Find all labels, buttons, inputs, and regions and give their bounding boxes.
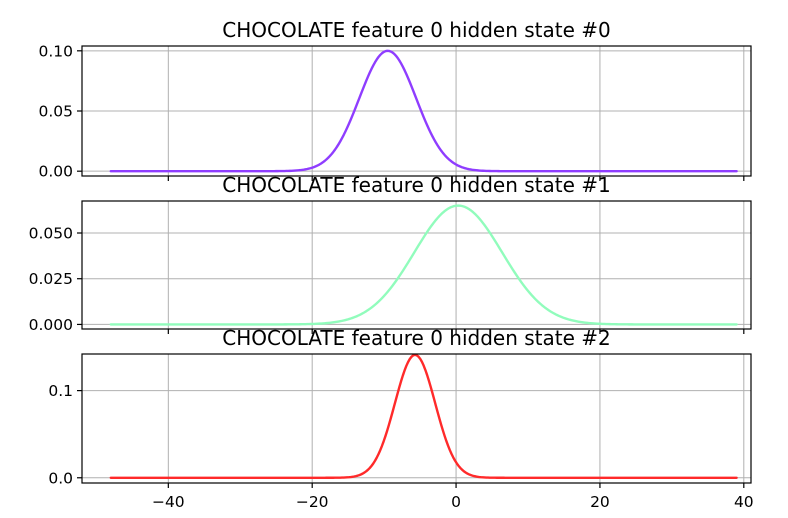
- y-tick-label: 0.10: [38, 42, 73, 60]
- y-tick-label: 0.05: [38, 103, 73, 121]
- y-tick-label: 0.00: [38, 163, 73, 181]
- subplot-1: 0.000 0.025 0.050 CHOCOLATE feature 0 hidde…: [29, 173, 752, 334]
- chart-title: CHOCOLATE feature 0 hidden state #2: [222, 326, 611, 350]
- subplot-0: 0.00 0.05 0.10 CHOCOLATE feature 0 hidden s…: [38, 18, 752, 181]
- series-line-0: [109, 204, 738, 326]
- y-tick-label: 0.025: [29, 270, 73, 288]
- y-tick-label: 0.050: [29, 225, 73, 243]
- x-tick-label: −40: [152, 493, 185, 511]
- y-tick-label: 0.0: [48, 469, 73, 487]
- axes-frame: [81, 353, 752, 484]
- y-tick-label: 0.1: [48, 382, 73, 400]
- axes-frame: [81, 200, 752, 330]
- series-line-0: [109, 49, 738, 173]
- chart-title: CHOCOLATE feature 0 hidden state #0: [222, 18, 611, 42]
- y-tick-label: 0.000: [29, 316, 73, 334]
- series-line-0: [109, 353, 738, 479]
- subplot-2: −40 −20 0 20 40 0.0 0.1 CHOCOLATE feature 0 hid…: [48, 326, 753, 511]
- x-tick-label: 20: [590, 493, 610, 511]
- x-tick-label: 0: [451, 493, 461, 511]
- x-tick-label: −20: [296, 493, 329, 511]
- x-tick-label: 40: [734, 493, 754, 511]
- chart-title: CHOCOLATE feature 0 hidden state #1: [222, 173, 611, 197]
